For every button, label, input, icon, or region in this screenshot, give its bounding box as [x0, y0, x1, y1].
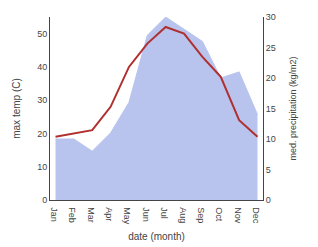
svg-text:25: 25 [266, 43, 276, 53]
svg-text:0: 0 [266, 195, 271, 205]
svg-text:Dec: Dec [251, 207, 261, 224]
svg-text:date (month): date (month) [128, 231, 185, 242]
svg-text:May: May [122, 207, 132, 225]
svg-text:Jan: Jan [49, 207, 59, 222]
svg-text:max temp (C): max temp (C) [11, 78, 22, 139]
svg-text:Apr: Apr [104, 207, 114, 221]
svg-text:20: 20 [266, 73, 276, 83]
svg-text:40: 40 [37, 62, 47, 72]
svg-text:20: 20 [37, 129, 47, 139]
svg-text:Feb: Feb [67, 207, 77, 223]
svg-text:15: 15 [266, 104, 276, 114]
svg-text:0: 0 [42, 195, 47, 205]
svg-text:Jul: Jul [159, 207, 169, 219]
svg-text:Nov: Nov [233, 207, 243, 224]
svg-text:50: 50 [37, 29, 47, 39]
svg-text:30: 30 [266, 12, 276, 22]
svg-text:10: 10 [266, 134, 276, 144]
svg-text:Aug: Aug [178, 207, 188, 223]
svg-text:30: 30 [37, 95, 47, 105]
svg-text:10: 10 [37, 162, 47, 172]
svg-text:med. precipitation (kg/m2): med. precipitation (kg/m2) [288, 56, 298, 160]
svg-text:Jun: Jun [141, 207, 151, 222]
svg-text:Mar: Mar [86, 207, 96, 223]
svg-text:Oct: Oct [214, 207, 224, 222]
svg-text:5: 5 [266, 165, 271, 175]
svg-text:Sep: Sep [196, 207, 206, 223]
